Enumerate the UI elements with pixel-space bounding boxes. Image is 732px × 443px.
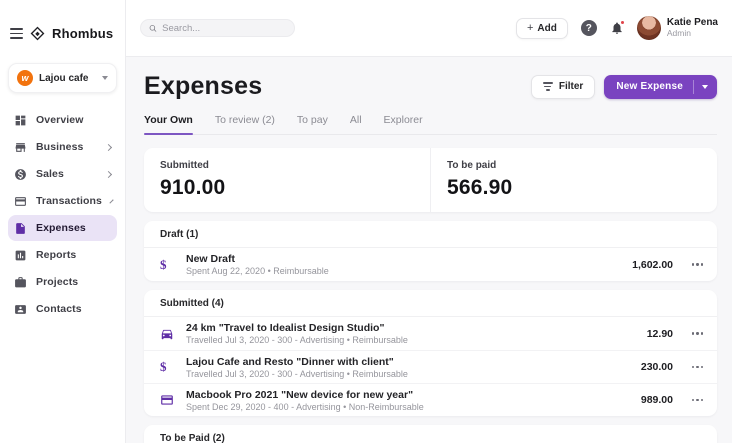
sidebar-item-business[interactable]: Business — [8, 134, 117, 160]
storefront-icon — [15, 142, 26, 152]
section-submitted: Submitted (4) 24 km "Travel to Idealist … — [144, 290, 717, 416]
dashboard-icon — [15, 115, 26, 125]
expense-row[interactable]: Macbook Pro 2021 "New device for new yea… — [144, 383, 717, 416]
row-menu-button[interactable] — [677, 365, 703, 369]
sidebar-item-contacts[interactable]: Contacts — [8, 296, 117, 322]
new-expense-button[interactable]: New Expense — [604, 74, 717, 99]
chevron-right-icon — [104, 143, 113, 151]
filter-icon — [542, 82, 553, 91]
sidebar-item-overview[interactable]: Overview — [8, 107, 117, 133]
expense-subtitle: Travelled Jul 3, 2020 - 300 - Advertisin… — [186, 335, 408, 345]
section-header: Submitted (4) — [144, 290, 717, 317]
section-header: Draft (1) — [144, 221, 717, 248]
dollar-circle-icon — [15, 168, 26, 180]
tab-your-own[interactable]: Your Own — [144, 114, 193, 135]
expense-row[interactable]: $ Lajou Cafe and Resto "Dinner with clie… — [144, 350, 717, 383]
app-name: Rhombus — [52, 26, 114, 41]
user-menu[interactable]: Katie Pena Admin — [636, 16, 718, 40]
tab-explorer[interactable]: Explorer — [383, 114, 423, 126]
notification-dot — [619, 20, 625, 25]
search-input[interactable] — [162, 22, 286, 34]
sidebar-nav: Overview Business Sales Transactions Exp… — [0, 107, 125, 322]
chevron-down-icon[interactable] — [702, 84, 708, 89]
add-button[interactable]: + Add — [515, 17, 568, 39]
sidebar-item-transactions[interactable]: Transactions — [8, 188, 117, 214]
summary-card: Submitted 910.00 To be paid 566.90 — [144, 148, 717, 212]
topbar: + Add ? Katie Pena Admin — [126, 0, 732, 57]
dollar-icon: $ — [160, 359, 167, 374]
brand-row: Rhombus — [0, 0, 125, 41]
dollar-icon: $ — [160, 256, 167, 272]
bar-chart-icon — [15, 250, 26, 260]
expense-amount: 230.00 — [640, 361, 673, 373]
sidebar-item-sales[interactable]: Sales — [8, 161, 117, 187]
user-role: Admin — [666, 27, 691, 38]
sidebar-item-reports[interactable]: Reports — [8, 242, 117, 268]
workspace-selector[interactable]: w Lajou cafe — [8, 63, 117, 93]
expense-subtitle: Travelled Jul 3, 2020 - 300 - Advertisin… — [186, 368, 408, 379]
chevron-right-icon — [104, 170, 113, 178]
row-menu-button[interactable] — [677, 332, 703, 335]
row-menu-button[interactable] — [677, 263, 703, 266]
summary-submitted: Submitted 910.00 — [144, 148, 430, 212]
sidebar-item-expenses[interactable]: Expenses — [8, 215, 117, 241]
row-menu-button[interactable] — [677, 398, 703, 402]
main-content: Expenses Filter New Expense Your Own To … — [126, 57, 732, 443]
expense-subtitle: Spent Aug 22, 2020 • Reimbursable — [186, 266, 329, 276]
help-button[interactable]: ? — [580, 20, 597, 36]
avatar — [636, 16, 661, 40]
tab-to-pay[interactable]: To pay — [296, 114, 328, 126]
filter-button[interactable]: Filter — [530, 74, 596, 99]
section-to-be-paid: To be Paid (2) — [144, 425, 717, 443]
expense-amount: 12.90 — [646, 327, 673, 340]
contact-badge-icon — [15, 304, 26, 314]
question-mark-icon: ? — [585, 22, 592, 34]
section-draft: Draft (1) $ New Draft Spent Aug 22, 2020… — [144, 221, 717, 281]
tab-all[interactable]: All — [349, 114, 362, 126]
summary-value: 910.00 — [160, 176, 226, 199]
workspace-avatar: w — [17, 70, 33, 86]
expense-row[interactable]: 24 km "Travel to Idealist Design Studio"… — [144, 317, 717, 350]
expense-title: New Draft — [186, 253, 236, 265]
button-divider — [693, 79, 694, 94]
notifications-button[interactable] — [610, 20, 625, 35]
document-icon — [16, 222, 25, 234]
credit-card-icon — [160, 393, 180, 407]
expense-amount: 989.00 — [640, 394, 673, 406]
sidebar: Rhombus w Lajou cafe Overview Business S… — [0, 0, 126, 443]
briefcase-icon — [15, 276, 26, 287]
rhombus-logo-icon — [30, 26, 45, 41]
expense-subtitle: Spent Dec 29, 2020 - 400 - Advertising •… — [186, 401, 424, 412]
user-name: Katie Pena — [666, 17, 718, 29]
expense-row[interactable]: $ New Draft Spent Aug 22, 2020 • Reimbur… — [144, 248, 717, 281]
expense-amount: 1,602.00 — [632, 258, 673, 271]
summary-label: To be paid — [447, 160, 497, 171]
car-icon — [160, 327, 180, 341]
search-box[interactable] — [140, 19, 295, 37]
expense-title: 24 km "Travel to Idealist Design Studio" — [186, 322, 385, 334]
summary-to-be-paid: To be paid 566.90 — [430, 148, 717, 212]
workspace-name: Lajou cafe — [39, 72, 89, 84]
plus-icon: + — [526, 22, 534, 34]
bell-icon — [612, 22, 622, 34]
credit-card-icon — [15, 196, 26, 206]
chevron-right-icon — [109, 198, 114, 204]
search-icon — [149, 24, 157, 32]
page-title: Expenses — [144, 72, 263, 100]
tab-to-review[interactable]: To review (2) — [214, 114, 275, 126]
summary-label: Submitted — [160, 160, 209, 171]
sidebar-item-projects[interactable]: Projects — [8, 269, 117, 295]
menu-icon[interactable] — [10, 27, 23, 40]
expense-title: Lajou Cafe and Resto "Dinner with client… — [186, 355, 394, 368]
chevron-down-icon — [102, 76, 108, 80]
section-header: To be Paid (2) — [144, 425, 717, 443]
tab-bar: Your Own To review (2) To pay All Explor… — [144, 114, 717, 135]
expense-title: Macbook Pro 2021 "New device for new yea… — [186, 388, 414, 401]
summary-value: 566.90 — [447, 176, 513, 199]
